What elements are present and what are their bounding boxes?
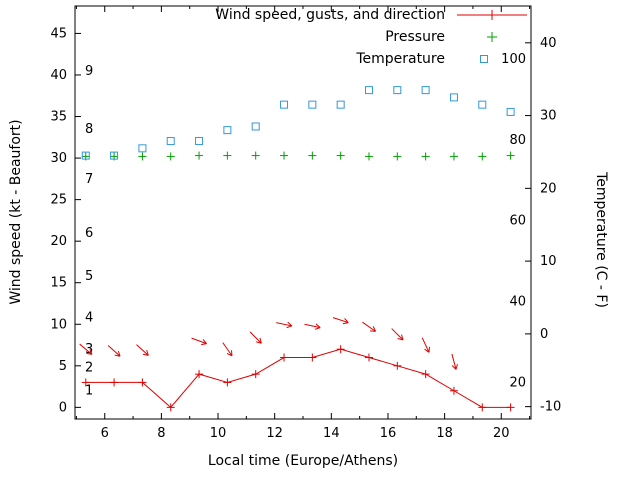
temperature-square-icon	[480, 55, 488, 63]
svg-text:10: 10	[50, 317, 67, 332]
svg-text:25: 25	[50, 193, 67, 208]
svg-text:16: 16	[380, 426, 397, 441]
svg-text:10: 10	[210, 426, 227, 441]
svg-text:3: 3	[85, 342, 93, 357]
pressure-plus-icon	[487, 32, 497, 42]
svg-text:100: 100	[501, 52, 526, 67]
svg-text:40: 40	[50, 68, 67, 83]
legend-item-pressure: Pressure	[215, 28, 529, 46]
svg-text:4: 4	[85, 311, 93, 326]
svg-text:60: 60	[509, 214, 526, 229]
svg-text:30: 30	[540, 109, 557, 124]
svg-text:6: 6	[101, 426, 109, 441]
svg-text:12: 12	[266, 426, 283, 441]
svg-text:1: 1	[85, 384, 93, 399]
svg-text:20: 20	[540, 181, 557, 196]
svg-text:14: 14	[323, 426, 340, 441]
svg-text:80: 80	[509, 133, 526, 148]
svg-text:8: 8	[157, 426, 165, 441]
legend-item-wind: Wind speed, gusts, and direction	[215, 6, 529, 24]
svg-text:30: 30	[50, 151, 67, 166]
svg-text:6: 6	[85, 226, 93, 241]
wind-line-plus-icon	[457, 10, 527, 20]
svg-text:10: 10	[540, 254, 557, 269]
svg-text:40: 40	[509, 295, 526, 310]
legend-label-temperature: Temperature	[356, 51, 445, 67]
svg-text:8: 8	[85, 122, 93, 137]
svg-text:-10: -10	[540, 400, 561, 415]
legend-item-temperature: Temperature	[215, 50, 529, 68]
svg-text:0: 0	[540, 327, 548, 342]
svg-text:35: 35	[50, 110, 67, 125]
x-axis-label: Local time (Europe/Athens)	[207, 453, 399, 469]
legend-label-pressure: Pressure	[385, 29, 445, 45]
svg-text:9: 9	[85, 64, 93, 79]
svg-text:20: 20	[493, 426, 510, 441]
y-axis-label-left: Wind speed (kt - Beaufort)	[8, 119, 24, 305]
svg-text:0: 0	[59, 400, 67, 415]
y-axis-label-right: Temperature (C - F)	[593, 172, 609, 308]
svg-text:20: 20	[509, 375, 526, 390]
svg-text:18: 18	[436, 426, 453, 441]
svg-text:20: 20	[50, 234, 67, 249]
legend: Wind speed, gusts, and direction Pressur…	[215, 6, 529, 68]
svg-text:5: 5	[59, 359, 67, 374]
legend-label-wind: Wind speed, gusts, and direction	[215, 7, 445, 23]
svg-text:15: 15	[50, 276, 67, 291]
svg-text:7: 7	[85, 172, 93, 187]
svg-text:45: 45	[50, 26, 67, 41]
svg-text:5: 5	[85, 269, 93, 284]
svg-text:2: 2	[85, 360, 93, 375]
svg-text:40: 40	[540, 36, 557, 51]
